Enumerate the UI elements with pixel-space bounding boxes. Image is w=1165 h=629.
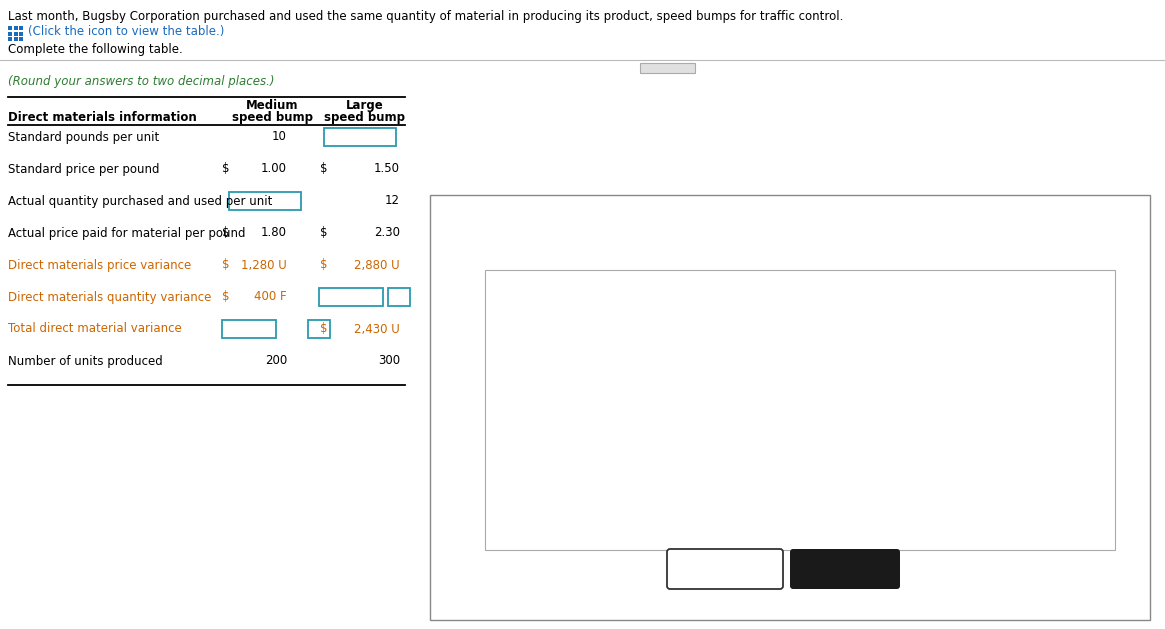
Text: $: $	[320, 323, 327, 335]
Text: $: $	[223, 162, 230, 175]
Text: Direct materials quantity variance: Direct materials quantity variance	[8, 291, 211, 304]
Text: 1.50: 1.50	[374, 162, 400, 175]
Text: Last month, Bugsby Corporation purchased and used the same quantity of material : Last month, Bugsby Corporation purchased…	[8, 10, 843, 23]
Bar	[19, 26, 23, 30]
Text: (Click the icon to view the table.): (Click the icon to view the table.)	[28, 25, 225, 38]
Text: 10: 10	[942, 315, 955, 325]
Bar	[14, 37, 17, 41]
Text: Actual quantity purchased and used per unit . . . . . . .: Actual quantity purchased and used per u…	[490, 374, 762, 384]
Text: Data table: Data table	[452, 213, 553, 232]
Bar	[14, 26, 17, 30]
Text: Number of units produced: Number of units produced	[8, 355, 163, 367]
Text: $1,280 U: $1,280 U	[909, 431, 955, 442]
Bar	[223, 320, 276, 338]
Text: X: X	[1123, 210, 1134, 224]
Text: Standard pounds per unit: Standard pounds per unit	[8, 130, 160, 143]
Text: Large speed: Large speed	[1044, 274, 1116, 284]
Bar	[388, 288, 410, 306]
Text: 300: 300	[377, 355, 400, 367]
Text: $2,880 U: $2,880 U	[1050, 431, 1095, 442]
Text: Actual price paid for material per pound. . . . . . . . . . . $: Actual price paid for material per pound…	[490, 403, 771, 413]
Text: Direct materials quantity variance . . . . . . . . . . . . . .: Direct materials quantity variance . . .…	[490, 460, 755, 470]
Bar	[230, 192, 301, 210]
Text: (Round your answers to two decimal places.): (Round your answers to two decimal place…	[8, 75, 275, 88]
Text: 1.80 $: 1.80 $	[923, 403, 955, 413]
Bar	[430, 195, 1150, 620]
Bar	[670, 552, 781, 586]
Text: Done: Done	[826, 562, 864, 576]
Text: Direct materials price variance: Direct materials price variance	[8, 259, 191, 272]
Text: 2.30: 2.30	[1073, 403, 1095, 413]
Text: Medium speed: Medium speed	[887, 274, 973, 284]
Text: 200: 200	[935, 518, 955, 528]
Text: speed bump: speed bump	[232, 111, 312, 124]
Text: 1.80: 1.80	[261, 226, 287, 240]
Text: 2,430 U: 2,430 U	[354, 323, 400, 335]
Bar	[19, 37, 23, 41]
Text: Standard price per pound: Standard price per pound	[8, 162, 160, 175]
Text: Print: Print	[707, 562, 743, 576]
Text: $: $	[223, 226, 230, 240]
Text: Number of units produced . . . . . . . . . . . . . . . . . . . . .: Number of units produced . . . . . . . .…	[490, 518, 758, 528]
Text: $: $	[320, 226, 327, 240]
Text: Actual quantity purchased and used per unit: Actual quantity purchased and used per u…	[8, 194, 273, 208]
Text: Complete the following table.: Complete the following table.	[8, 43, 183, 56]
Bar	[324, 128, 396, 146]
Text: Large: Large	[346, 99, 384, 112]
Text: ?: ?	[1089, 460, 1095, 470]
Bar	[319, 288, 383, 306]
Text: 12: 12	[1082, 374, 1095, 384]
Text: bump: bump	[1064, 286, 1096, 296]
Bar	[8, 37, 12, 41]
Text: 1.00 $: 1.00 $	[923, 345, 955, 354]
Text: Direct materials information: Direct materials information	[490, 274, 637, 284]
Text: 2.30: 2.30	[374, 226, 400, 240]
Text: $: $	[320, 259, 327, 272]
Text: ?: ?	[949, 489, 955, 499]
Text: bump: bump	[913, 286, 947, 296]
Text: Total direct material variance . . . . . . . . . . . . . . . . . .: Total direct material variance . . . . .…	[490, 489, 791, 499]
Text: Direct materials information: Direct materials information	[8, 111, 197, 124]
Text: 2,880 U: 2,880 U	[354, 259, 400, 272]
Text: −: −	[1094, 210, 1107, 225]
Text: ?: ?	[949, 374, 955, 384]
Bar	[485, 270, 1115, 550]
Text: 1.50: 1.50	[1073, 345, 1095, 354]
Text: 200: 200	[264, 355, 287, 367]
Text: $: $	[223, 291, 230, 304]
Bar	[8, 31, 12, 35]
Text: 10: 10	[273, 130, 287, 143]
Text: 300: 300	[1075, 518, 1095, 528]
Text: $400 F: $400 F	[920, 460, 955, 470]
Text: $2,430 U: $2,430 U	[1050, 489, 1095, 499]
Bar	[640, 63, 696, 73]
Text: 400 F: 400 F	[254, 291, 287, 304]
FancyBboxPatch shape	[668, 549, 783, 589]
Text: Standard price per pound. . . . . . . . . . . . . . . . . . . . . . $: Standard price per pound. . . . . . . . …	[490, 345, 769, 354]
Text: Standard pounds per unit. . . . . . . . . . . . . . . . . . . . .: Standard pounds per unit. . . . . . . . …	[490, 315, 753, 325]
Text: 12: 12	[384, 194, 400, 208]
Text: $: $	[223, 259, 230, 272]
Text: $: $	[320, 162, 327, 175]
Bar	[8, 26, 12, 30]
Text: Medium: Medium	[246, 99, 298, 112]
Text: ?: ?	[1089, 315, 1095, 325]
Text: speed bump: speed bump	[325, 111, 405, 124]
Text: Total direct material variance: Total direct material variance	[8, 323, 182, 335]
Bar	[308, 320, 330, 338]
Bar	[14, 31, 17, 35]
Text: Actual price paid for material per pound: Actual price paid for material per pound	[8, 226, 246, 240]
Text: 1,280 U: 1,280 U	[241, 259, 287, 272]
Text: Direct materials price variance. . . . . . . . . . . . . . . . .: Direct materials price variance. . . . .…	[490, 431, 754, 442]
Text: 1.00: 1.00	[261, 162, 287, 175]
FancyBboxPatch shape	[790, 549, 901, 589]
Bar	[19, 31, 23, 35]
